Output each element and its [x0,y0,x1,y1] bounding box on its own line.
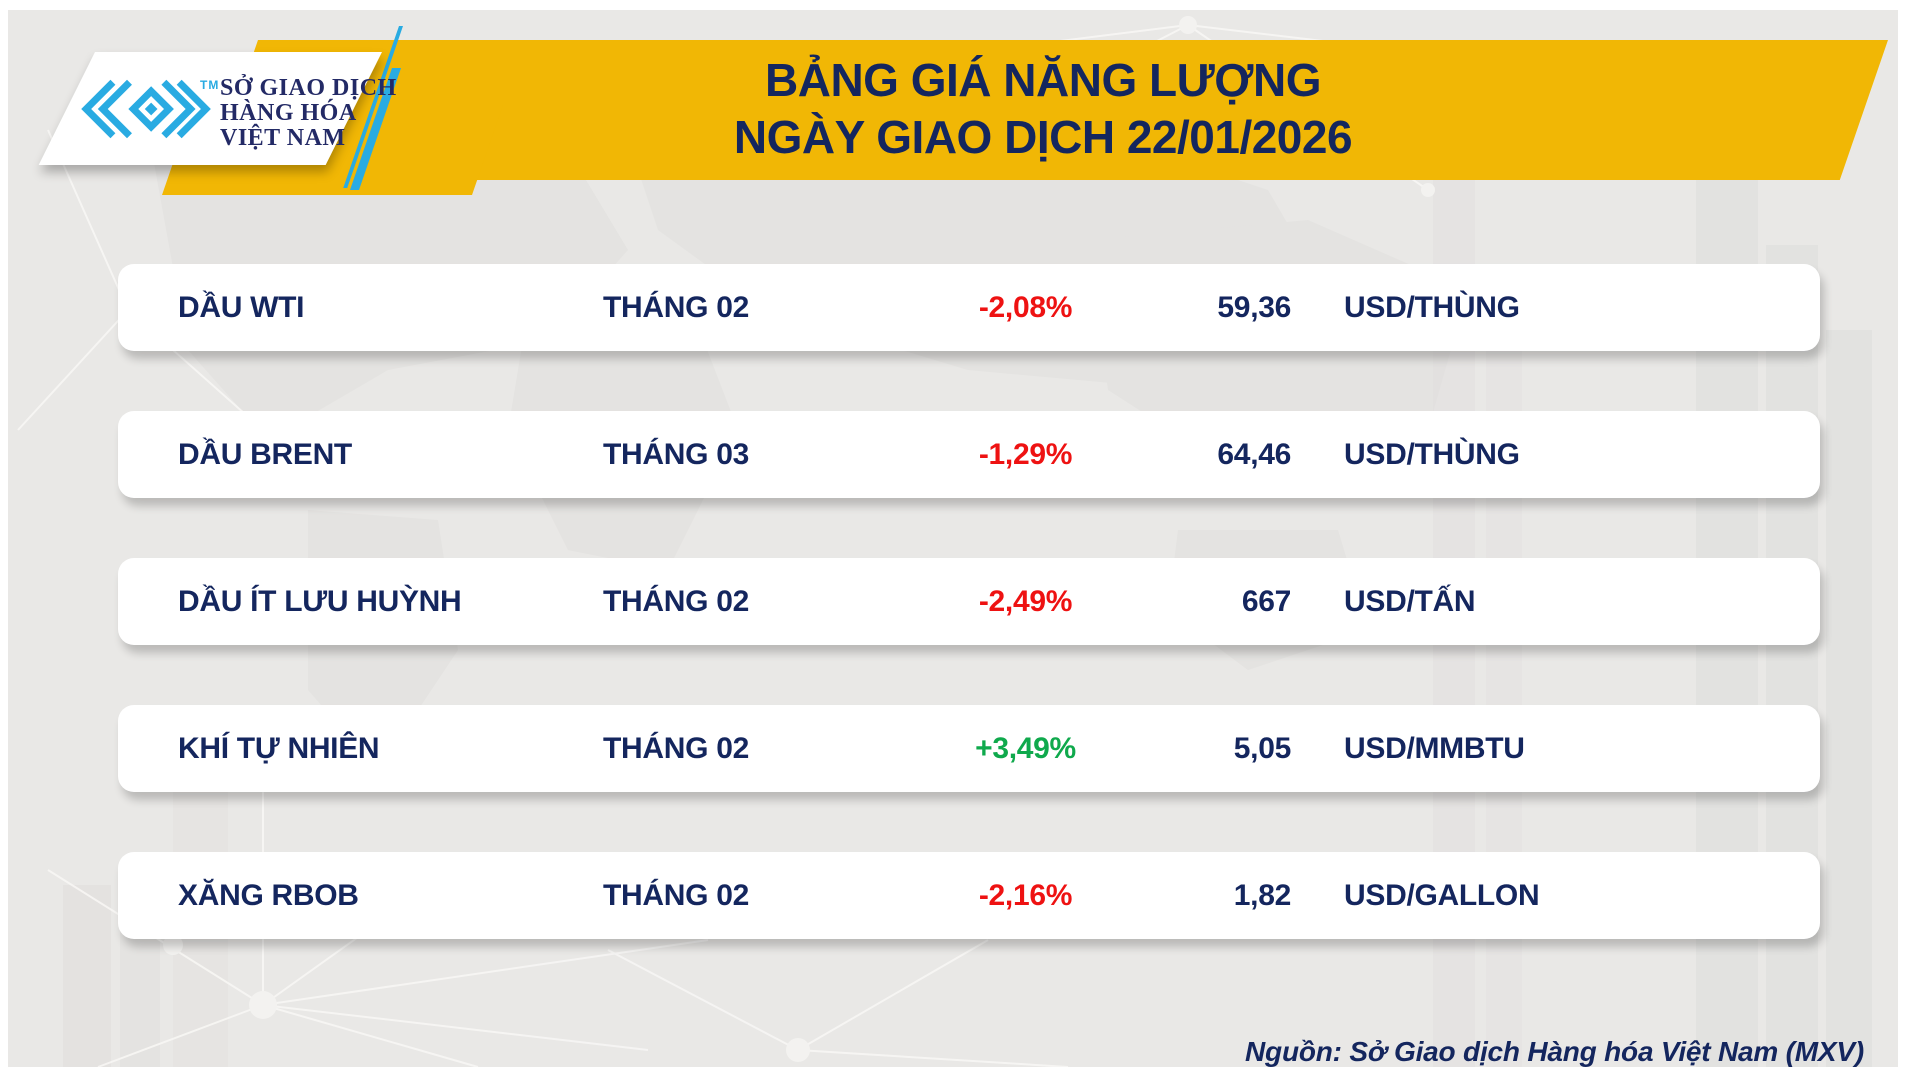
price-unit: USD/TẤN [1344,584,1476,618]
change-percent: +3,49% [975,731,1076,765]
commodity-name: KHÍ TỰ NHIÊN [178,731,380,765]
change-percent: -2,08% [978,290,1073,324]
contract-month: THÁNG 02 [603,584,749,618]
price-unit: USD/THÙNG [1344,290,1520,324]
price-unit: USD/MMBTU [1344,731,1525,765]
price-value: 667 [1241,584,1291,618]
logo-org-line-2: HÀNG HÓA [220,100,357,126]
price-unit: USD/THÙNG [1344,437,1520,471]
page-title: BẢNG GIÁ NĂNG LƯỢNG NGÀY GIAO DỊCH 22/01… [258,52,1828,166]
slide-canvas: TM SỞ GIAO DỊCH HÀNG HÓA VIỆT NAM BẢNG G… [8,10,1898,1067]
change-percent: -2,16% [978,878,1073,912]
change-percent: -1,29% [978,437,1073,471]
price-value: 59,36 [1217,290,1291,324]
price-value: 64,46 [1217,437,1291,471]
price-value: 5,05 [1233,731,1292,765]
trademark-symbol: TM [200,78,220,92]
price-row-rbob-gasoline: XĂNG RBOB THÁNG 02 -2,16% 1,82 USD/GALLO… [118,852,1820,939]
price-row-low-sulphur-oil: DẦU ÍT LƯU HUỲNH THÁNG 02 -2,49% 667 USD… [118,558,1820,645]
change-percent: -2,49% [978,584,1073,618]
price-row-brent: DẦU BRENT THÁNG 03 -1,29% 64,46 USD/THÙN… [118,411,1820,498]
logo-org-line-1: SỞ GIAO DỊCH [220,75,397,101]
page-title-line-1: BẢNG GIÁ NĂNG LƯỢNG [765,54,1322,106]
contract-month: THÁNG 03 [603,437,749,471]
mxv-logo-icon [81,79,211,139]
price-value: 1,82 [1233,878,1292,912]
price-row-natural-gas: KHÍ TỰ NHIÊN THÁNG 02 +3,49% 5,05 USD/MM… [118,705,1820,792]
logo-org-line-3: VIỆT NAM [220,125,346,151]
contract-month: THÁNG 02 [603,878,749,912]
price-row-wti: DẦU WTI THÁNG 02 -2,08% 59,36 USD/THÙNG [118,264,1820,351]
contract-month: THÁNG 02 [603,290,749,324]
commodity-name: XĂNG RBOB [178,878,359,912]
commodity-name: DẦU ÍT LƯU HUỲNH [178,584,462,618]
commodity-name: DẦU BRENT [178,437,352,471]
price-unit: USD/GALLON [1344,878,1540,912]
source-credit: Nguồn: Sở Giao dịch Hàng hóa Việt Nam (M… [1245,1036,1864,1067]
contract-month: THÁNG 02 [603,731,749,765]
logo-org-name: SỞ GIAO DỊCH HÀNG HÓA VIỆT NAM [220,76,397,151]
mxv-logo: TM SỞ GIAO DỊCH HÀNG HÓA VIỆT NAM [68,52,396,165]
commodity-name: DẦU WTI [178,290,305,324]
page-title-line-2: NGÀY GIAO DỊCH 22/01/2026 [733,111,1353,163]
